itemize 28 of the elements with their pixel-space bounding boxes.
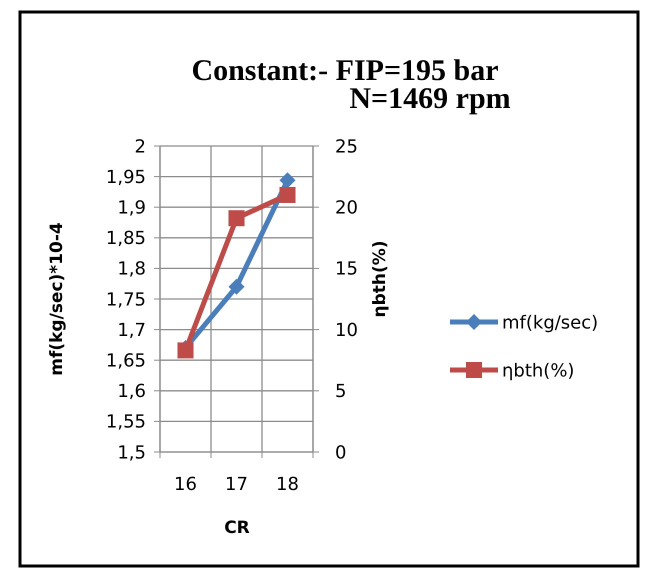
y2-axis-title: ηbth(%) [370,240,390,318]
y-tick-label: 1,75 [106,289,146,310]
point [228,210,244,226]
y2-tick-label: 5 [335,381,346,402]
y-tick-label: 1,9 [117,198,146,218]
y-tick-label: 1,95 [106,166,146,188]
point [280,186,296,203]
y2-tick-label: 20 [335,198,358,218]
y2-tick-label: 15 [335,258,358,280]
y-tick-label: 1,55 [106,412,146,433]
y2-tick-label: 0 [335,442,346,464]
x-tick-label: 17 [225,474,248,495]
y-tick-label: 2 [134,136,146,158]
y-tick-label: 1,85 [106,228,146,250]
y2-tick-label: 10 [335,320,358,341]
legend-label: mf(kg/sec) [502,312,598,334]
legend-label: ηbth(%) [502,360,574,382]
y-tick-label: 1,5 [117,442,146,464]
x-tick-label: 16 [174,474,197,495]
y-tick-label: 1,6 [117,381,146,402]
x-tick-label: 18 [276,474,299,495]
point [178,342,194,358]
x-axis-title: CR [224,518,250,538]
y-axis-title: mf(kg/sec)*10-4 [47,222,67,376]
y-tick-label: 1,7 [117,320,146,341]
y-tick-label: 1,65 [106,350,146,372]
y-tick-label: 1,8 [117,258,146,280]
y2-tick-label: 25 [335,136,358,158]
